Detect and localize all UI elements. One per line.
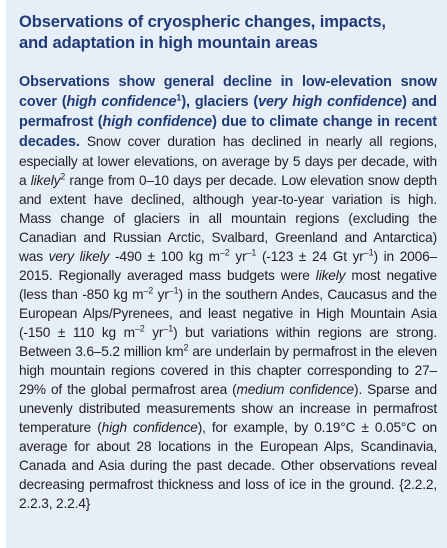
likelihood-term: likely <box>315 268 346 283</box>
likelihood-term: likely <box>30 173 61 188</box>
body-text: ) in 2006–2015. Regionally averaged mass… <box>19 249 438 283</box>
body-text: -490 ± 100 kg m <box>109 249 220 264</box>
unit-exponent: –1 <box>246 247 257 258</box>
confidence-term: high confidence <box>101 420 198 435</box>
headline-statement: Observations show general decline in low… <box>19 74 437 150</box>
body-text: ) in the southern Andes, Caucasus and th… <box>19 287 437 340</box>
unit-exponent: –2 <box>134 323 145 334</box>
unit-exponent: 2 <box>183 342 189 353</box>
likelihood-term: very likely <box>48 249 110 264</box>
body-text: are underlain by permafrost in the eleve… <box>19 344 437 397</box>
body-text: ), for example, by 0.19°C ± 0.05°C on av… <box>19 420 437 511</box>
footnote-marker: 2 <box>60 171 66 182</box>
body-text: most negative (less than -850 kg m <box>19 268 437 302</box>
footnote-marker: 1 <box>176 92 182 103</box>
body-text: yr <box>229 249 247 264</box>
box-title-line-2: and adaptation in high mountain areas <box>19 34 318 52</box>
unit-exponent: –1 <box>168 285 179 296</box>
box-title-line-1: Observations of cryospheric changes, imp… <box>19 13 386 31</box>
unit-exponent: –1 <box>363 247 374 258</box>
unit-exponent: –1 <box>163 323 174 334</box>
box-paragraph: Observations show general decline in low… <box>19 72 437 513</box>
lead-text: Observations show general decline in low… <box>19 74 437 110</box>
body-text: Snow cover duration has declined in near… <box>19 134 437 188</box>
lead-text: ) due to climate change in recent decade… <box>19 114 438 150</box>
confidence-term: very high confidence <box>258 94 403 110</box>
lead-text: ), glaciers ( <box>181 94 259 110</box>
body-text: yr <box>153 287 169 302</box>
unit-exponent: –2 <box>143 285 154 296</box>
body-text: range from 0–10 days per decade. Low ele… <box>19 173 438 264</box>
confidence-term: high confidence <box>66 94 177 110</box>
unit-exponent: –2 <box>219 247 230 258</box>
confidence-term: high confidence <box>102 114 213 130</box>
box-title: Observations of cryospheric changes, imp… <box>19 12 437 54</box>
summary-box: Observations of cryospheric changes, imp… <box>6 0 447 548</box>
body-text: (-123 ± 24 Gt yr <box>256 249 364 264</box>
body-text: ). Sparse and unevenly distributed measu… <box>19 382 437 435</box>
body-text: ) but variations within regions are stro… <box>19 325 438 359</box>
confidence-term: medium confidence <box>236 382 355 397</box>
lead-text: ) and permafrost ( <box>19 94 437 130</box>
body-text: yr <box>144 325 164 340</box>
